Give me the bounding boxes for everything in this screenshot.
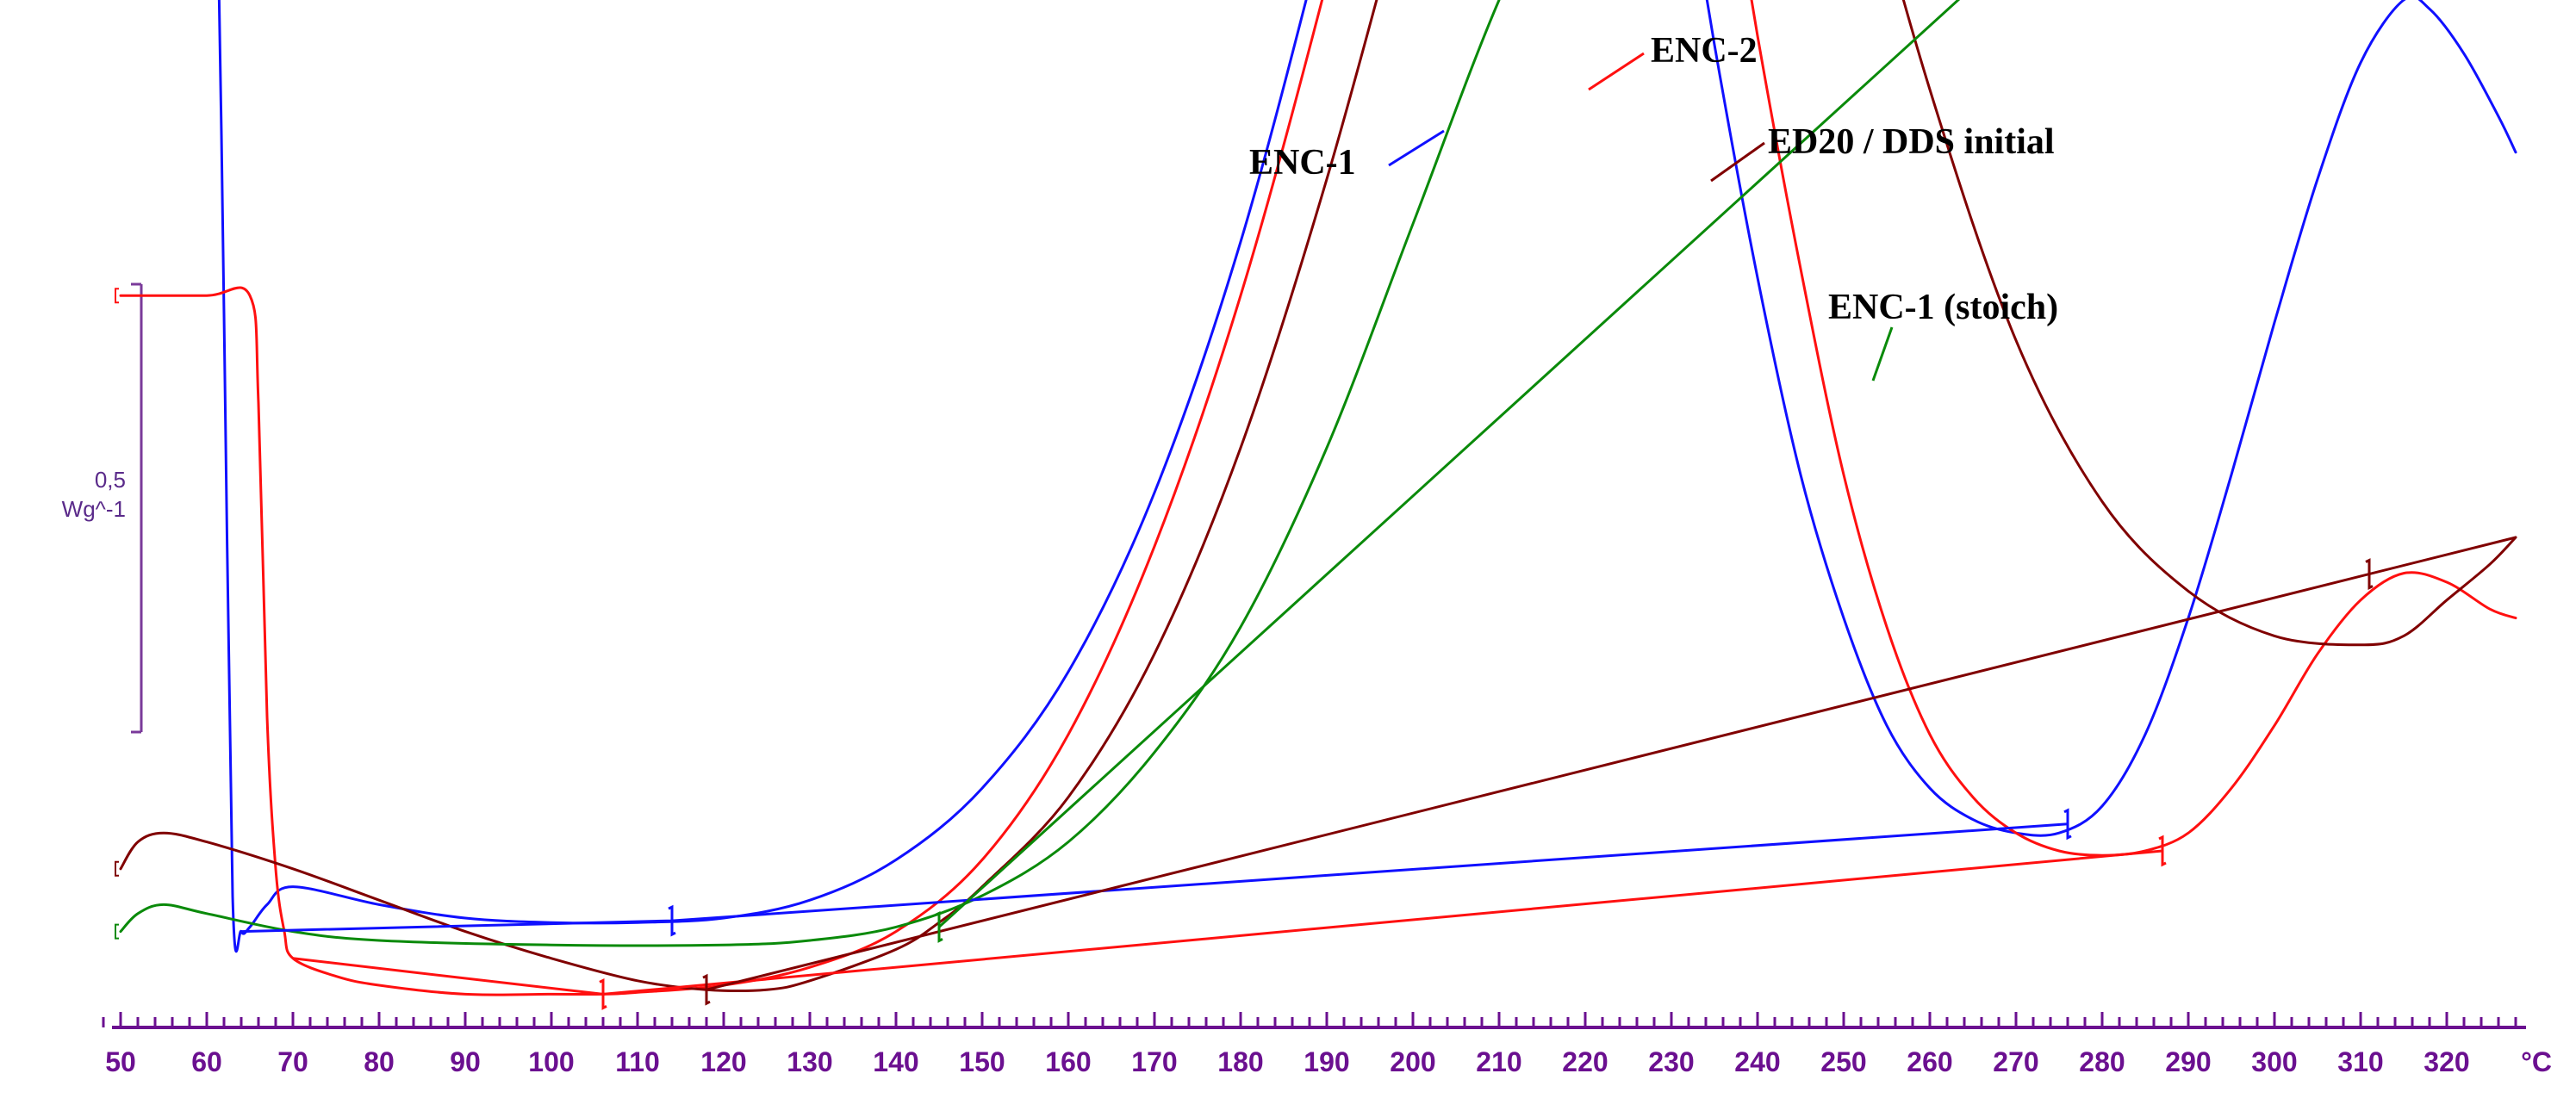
series-enc-1-stoich-baseline [937, 0, 1961, 928]
curve-label-ed20-dds-initial: ED20 / DDS initial [1768, 122, 2055, 162]
series-enc-1-limit-marker [2063, 808, 2072, 841]
series-enc-2-curve [119, 0, 2517, 996]
label-leader-enc-1-stoich [1871, 326, 1894, 382]
x-tick-label: 160 [1045, 1046, 1091, 1077]
series-enc-1-stoich-curve [119, 0, 1501, 947]
x-tick-label: 90 [450, 1046, 481, 1077]
x-tick-label: 80 [364, 1046, 395, 1077]
curve-label-enc-2: ENC-2 [1651, 31, 1758, 71]
x-tick-label: 120 [700, 1046, 746, 1077]
x-tick-label: 100 [528, 1046, 574, 1077]
x-tick-label: 260 [1907, 1046, 1952, 1077]
series-enc-1-stoich-start-marker [115, 923, 119, 940]
curves-layer [119, 0, 2517, 996]
label-leader-enc-1 [1388, 129, 1445, 167]
x-tick-label: 130 [787, 1046, 832, 1077]
x-tick-label: 290 [2165, 1046, 2211, 1077]
series-enc-2-limit-marker [2158, 835, 2167, 867]
x-tick-label: 300 [2251, 1046, 2297, 1077]
series-ed20-dds-initial-start-marker [115, 860, 119, 877]
baselines-layer [240, 0, 2517, 996]
x-tick-label: 320 [2424, 1046, 2469, 1077]
x-tick-label: 50 [105, 1046, 136, 1077]
series-ed20-dds-initial-limit-marker [702, 973, 711, 1006]
series-ed20-dds-initial-limit-marker [2365, 558, 2374, 590]
x-axis: 50 60 70 80 90 100 110 120 130 140 150 160 170 180 190… [102, 1012, 2552, 1077]
x-tick-label: 70 [277, 1046, 308, 1077]
series-enc-1-stoich-limit-marker [935, 910, 943, 943]
x-tick-label: 220 [1562, 1046, 1608, 1077]
leaders-layer [1388, 52, 1894, 382]
series-ed20-dds-initial-baseline [706, 536, 2517, 991]
x-tick-label: 110 [615, 1046, 660, 1077]
label-leader-ed20-dds-initial [1710, 141, 1765, 183]
curve-label-enc-1-stoich: ENC-1 (stoich) [1828, 288, 2058, 327]
x-tick-label: 150 [959, 1046, 1005, 1077]
scale-bar-unit: Wg^-1 [62, 496, 126, 522]
label-leader-enc-2 [1588, 52, 1645, 91]
x-tick-label: 190 [1304, 1046, 1349, 1077]
series-ed20-dds-initial-curve [119, 0, 2517, 992]
x-tick-label: 270 [1993, 1046, 2038, 1077]
x-tick-label: 280 [2079, 1046, 2125, 1077]
x-tick-label: 170 [1131, 1046, 1177, 1077]
x-tick-label: 310 [2337, 1046, 2383, 1077]
x-tick-label: 60 [191, 1046, 222, 1077]
scale-bar-value: 0,5 [95, 467, 126, 493]
x-tick-label: 230 [1648, 1046, 1694, 1077]
scale-bar: 0,5 Wg^-1 [62, 282, 143, 734]
x-unit-label: °C [2521, 1046, 2552, 1077]
markers-layer [115, 288, 2374, 1010]
labels-layer: ENC-1 ENC-2 ED20 / DDS initial ENC-1 (stoic… [1249, 31, 2058, 327]
series-enc-2-limit-marker [599, 977, 607, 1010]
x-tick-label: 200 [1390, 1046, 1435, 1077]
x-tick-label: 140 [873, 1046, 918, 1077]
series-enc-1-limit-marker [668, 904, 676, 937]
x-tick-label: 180 [1217, 1046, 1263, 1077]
series-enc-1-curve [218, 0, 2517, 953]
x-tick-label: 210 [1476, 1046, 1521, 1077]
x-tick-label: 250 [1820, 1046, 1866, 1077]
curve-label-enc-1: ENC-1 [1249, 143, 1356, 183]
x-tick-label: 240 [1734, 1046, 1780, 1077]
series-enc-2-start-marker [115, 288, 119, 304]
